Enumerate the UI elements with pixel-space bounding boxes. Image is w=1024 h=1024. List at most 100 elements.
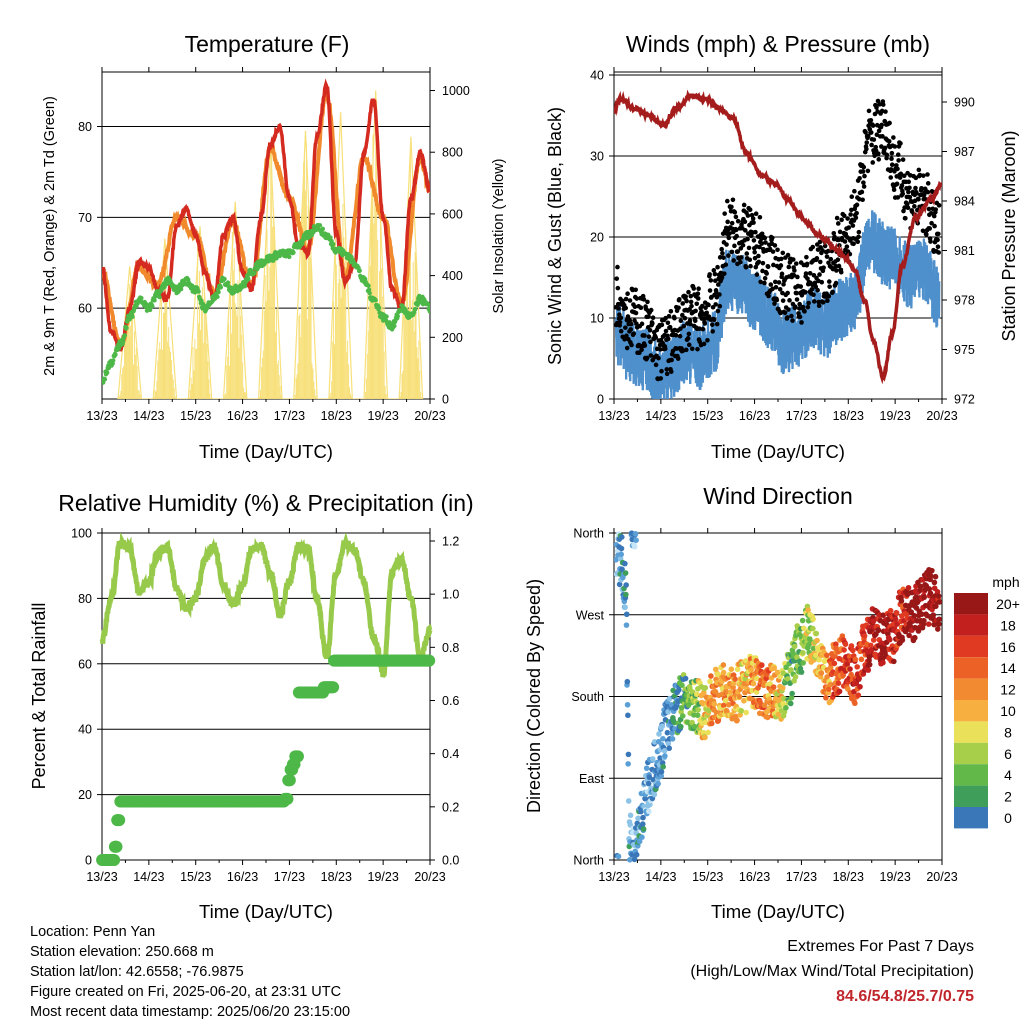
gust-point — [889, 162, 895, 168]
dewpoint-point — [104, 370, 110, 375]
direction-point — [665, 740, 672, 747]
gust-point — [870, 160, 876, 165]
direction-point — [835, 680, 842, 687]
gust-point — [729, 220, 735, 226]
gust-point — [780, 290, 785, 296]
gust-point — [864, 140, 870, 145]
wind-ytick-label: 0 — [597, 393, 604, 407]
wind-rtick-label: 987 — [954, 145, 975, 159]
rh-series — [96, 533, 436, 866]
gust-point — [756, 259, 762, 265]
direction-point — [798, 669, 805, 675]
direction-point — [779, 685, 786, 691]
gust-point — [936, 231, 941, 237]
direction-title: Wind Direction — [703, 483, 853, 509]
gust-point — [735, 218, 741, 224]
gust-point — [678, 318, 684, 324]
dewpoint-point — [384, 314, 389, 319]
direction-point — [770, 684, 777, 690]
dewpoint-point — [291, 250, 296, 255]
gust-point — [688, 321, 693, 327]
dir-ytick-label: South — [571, 690, 604, 704]
direction-point — [702, 734, 708, 741]
direction-point — [743, 709, 749, 716]
direction-point — [734, 717, 740, 724]
direction-point — [824, 652, 830, 659]
direction-point — [623, 591, 629, 598]
direction-point — [660, 763, 666, 770]
direction-point — [840, 672, 847, 679]
gust-point — [907, 185, 912, 191]
gust-point — [790, 318, 795, 323]
dewpoint-point — [111, 358, 116, 363]
gust-point — [666, 313, 672, 319]
gust-point — [821, 265, 826, 270]
direction-point — [659, 723, 666, 729]
gust-point — [665, 336, 671, 342]
gust-point — [891, 187, 897, 193]
gust-point — [757, 244, 762, 250]
gust-point — [895, 166, 900, 172]
gust-point — [877, 102, 882, 107]
gust-point — [879, 144, 884, 149]
direction-point — [633, 537, 639, 543]
winds-panel: Winds (mph) & Pressure (mb) 13/23 14/23 15… — [545, 31, 1019, 462]
temp-rtick-label: 0 — [442, 393, 449, 407]
direction-point — [728, 666, 735, 673]
gust-point — [786, 307, 791, 312]
gust-point — [880, 102, 886, 107]
gust-point — [701, 341, 707, 347]
gust-point — [916, 167, 922, 173]
dewpoint-point — [427, 309, 430, 314]
gust-point — [648, 307, 654, 313]
gust-point — [777, 287, 783, 292]
direction-point — [848, 671, 854, 678]
direction-point — [695, 707, 701, 713]
direction-point — [633, 851, 640, 858]
gust-point — [616, 306, 621, 311]
winds-title: Winds (mph) & Pressure (mb) — [626, 31, 930, 57]
wind-rtick-label: 972 — [954, 393, 975, 407]
gust-point — [931, 213, 937, 219]
gust-point — [712, 271, 718, 277]
dewpoint-point — [320, 226, 325, 232]
gust-point — [731, 258, 736, 263]
gust-point — [715, 264, 720, 270]
direction-point — [720, 662, 727, 668]
gust-point — [711, 317, 717, 323]
gust-point — [860, 197, 865, 203]
gust-point — [631, 331, 637, 336]
direction-point — [850, 647, 856, 654]
gust-point — [733, 227, 739, 233]
gust-point — [713, 302, 718, 307]
direction-point — [627, 812, 634, 819]
gust-point — [747, 207, 753, 213]
direction-point — [661, 747, 668, 754]
dewpoint-point — [392, 323, 397, 329]
gust-point — [772, 243, 778, 248]
direction-point — [662, 753, 668, 759]
precip-point — [110, 840, 123, 853]
gust-point — [802, 309, 807, 314]
temp-xtick-label: 16/23 — [227, 409, 258, 423]
gust-point — [900, 191, 906, 197]
gust-point — [889, 156, 894, 162]
gust-point — [932, 223, 937, 229]
gust-point — [844, 244, 850, 249]
gust-point — [689, 303, 694, 309]
dewpoint-point — [331, 242, 336, 247]
dewpoint-point — [225, 280, 231, 285]
gust-point — [696, 286, 701, 292]
gust-point — [905, 205, 911, 211]
direction-point — [738, 707, 745, 714]
gust-point — [753, 211, 759, 216]
wind-rtick-label: 990 — [954, 96, 975, 110]
direction-point — [848, 643, 855, 649]
gust-point — [650, 315, 656, 321]
dewpoint-point — [287, 254, 292, 260]
direction-point — [824, 674, 830, 680]
gust-point — [916, 197, 921, 202]
direction-point — [785, 676, 791, 682]
gust-point — [673, 332, 679, 338]
